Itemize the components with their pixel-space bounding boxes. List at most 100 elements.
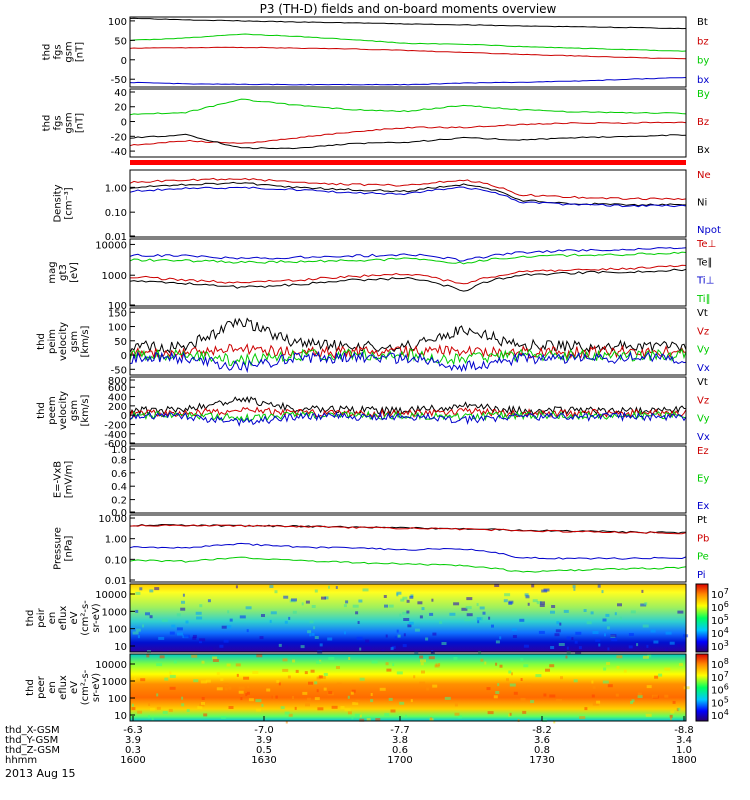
spectrogram-pixel [549,664,555,668]
spectrogram-pixel [532,599,538,603]
spectrogram-pixel [246,691,250,695]
x-tick-label: -7.0 [254,725,274,736]
x-tick-label: 0.5 [256,745,272,756]
y-tick-label: 10 [114,642,127,653]
panel-8: Pt Pb Pe Pi 10.00 1.00 0.10 0.01 Pressure [nPa] [53,514,710,587]
spectrogram-pixel [323,672,328,676]
spectrogram-pixel [186,709,190,712]
spectrogram-pixel [519,618,525,622]
spectrogram-pixel [385,634,388,638]
y-axis-label: gsm [69,400,80,421]
panel-5: Vt Vz Vy Vx 150 100 50 0 -50 thd peim velocity gsm [k… [36,307,710,376]
spectrogram-pixel [203,713,208,717]
spectrogram-pixel [596,700,601,704]
y-axis-label: [km/s] [80,325,91,357]
spectrogram-pixel [288,616,291,620]
spectrogram-pixel [318,675,323,679]
series-line-4-2 [129,348,687,368]
spectrogram-pixel [256,654,263,658]
y-axis-label: [cm⁻³] [64,187,75,219]
spectrogram-pixel [543,588,550,592]
spectrogram-pixel [560,676,563,680]
spectrogram-pixel [399,613,402,617]
spectrogram-pixel [316,660,322,664]
spectrogram-pixel [520,658,524,662]
legend-label: Ni [697,198,707,209]
x-tick-label: 0.6 [392,745,408,756]
y-tick-label: 1000 [102,607,127,618]
legend-label: Pe [697,552,709,563]
x-tick-label: -8.8 [674,725,694,736]
spectrogram-pixel [288,713,293,717]
spectrogram-pixel [630,701,633,704]
spectrogram-pixel [476,617,483,621]
spectrogram-pixel [259,636,264,640]
spectrogram-pixel [592,685,596,689]
spectrogram-pixel [658,673,663,677]
y-axis-label: [nT] [75,113,86,133]
spectrogram-pixel [677,707,681,711]
spectrogram-pixel [359,714,362,718]
series-line-7-2 [129,556,687,573]
figure-title: P3 (TH-D) fields and on-board moments ov… [260,2,557,16]
y-axis-label: eV [69,681,80,694]
series-line-3-0 [130,264,687,285]
spectrogram-pixel [148,715,150,719]
spectrogram-pixel [164,677,169,681]
spectrogram-pixel [432,684,438,688]
spectrogram-pixel [523,644,529,648]
spectrogram-pixel [292,696,294,699]
spectrogram-pixel [665,648,669,652]
spectrogram-pixel [224,687,228,691]
spectrogram-pixel [301,602,304,606]
spectrogram-pixel [402,596,408,600]
spectrogram-pixel [575,651,582,655]
spectrogram-pixel [193,679,199,683]
spectrogram-pixel [156,693,159,697]
spectrogram-pixel [481,616,484,620]
colorbar-tick-label: 107 [711,587,729,601]
y-axis-label: [mV/m] [64,461,75,499]
series-line-2-2 [129,186,687,208]
spectrogram-pixel [199,604,203,608]
legend-label: Pi [697,570,706,581]
spectrogram-pixel [248,698,254,702]
spectrogram-pixel [476,603,479,607]
spectrogram-pixel [508,601,513,605]
spectrogram-pixel [617,603,622,607]
spectrogram-pixel [384,713,390,717]
y-tick-label: 200 [108,402,127,413]
spectrogram-pixel [135,628,141,632]
spectrogram-pixel [488,616,491,620]
spectrogram-pixel [414,628,420,632]
spectrogram-pixel [465,606,472,610]
spectrogram-pixel [162,649,169,653]
spectrogram-pixel [396,593,399,597]
spectrogram-pixel [261,703,264,707]
spectrogram-pixel [396,629,399,633]
spectrogram-pixel [307,697,311,701]
spectrogram-pixel [591,694,595,698]
spectrogram-pixel [292,659,296,663]
y-tick-label: -400 [104,430,127,441]
y-axis-label: (cm²-s- [80,600,91,636]
spectrogram-pixel [628,645,633,649]
panel-frame [129,238,687,307]
y-axis-label: thd [36,333,47,350]
spectrogram-pixel [256,708,262,712]
spectrogram-pixel [196,616,203,620]
panel-frame [129,307,687,376]
spectrogram-pixel [148,703,151,706]
panel-7: Ez Ey Ex 1.00.8 0.6 0.4 0.20.0 E=-VxB [mV/m] [53,445,710,519]
spectrogram-pixel [390,709,396,713]
y-tick-label: -50 [111,75,127,86]
spectrogram-pixel [654,675,659,679]
spectrogram-pixel [227,610,230,614]
spectrogram-pixel [477,620,480,624]
y-tick-label: 0.10 [105,555,127,566]
spectrogram-pixel [493,695,498,699]
y-axis-label: peir [36,607,47,627]
y-axis-label: gsm [64,41,75,62]
spectrogram-pixel [413,675,416,679]
spectrogram-pixel [319,643,323,647]
